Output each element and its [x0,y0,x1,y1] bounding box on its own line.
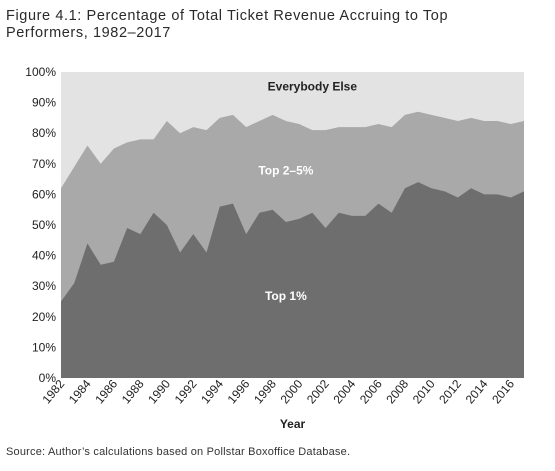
x-tick-label: 1988 [119,377,147,407]
y-tick-label: 20% [32,310,56,324]
band-label: Top 1% [265,289,307,303]
x-tick-label: 1986 [92,377,120,407]
y-tick-label: 100% [25,65,56,79]
band-label: Everybody Else [268,79,358,93]
x-tick-label: 2012 [436,377,464,407]
x-tick-label: 2002 [304,377,332,407]
area-top-1 [61,182,524,378]
x-axis-ticks: 1982198419861988199019921994199619982000… [39,377,517,407]
y-tick-label: 80% [32,126,56,140]
x-tick-label: 1992 [172,377,200,407]
x-tick-label: 2006 [357,377,385,407]
y-tick-label: 0% [39,371,57,385]
figure-title: Figure 4.1: Percentage of Total Ticket R… [6,8,449,41]
band-label: Top 2–5% [258,164,313,178]
x-tick-label: 2000 [278,377,306,407]
x-tick-label: 2004 [330,377,358,407]
x-tick-label: 1990 [145,377,173,407]
x-tick-label: 2008 [383,377,411,407]
band-labels: Everybody Else Top 2–5% Top 1% [258,79,357,303]
y-tick-label: 10% [32,340,56,354]
x-tick-label: 2016 [489,377,517,407]
y-axis-ticks: 0% 10% 20% 30% 40% 50% 60% 70% 80% 90% 100% [25,65,56,385]
y-tick-label: 70% [32,157,56,171]
x-tick-label: 2010 [410,377,438,407]
x-tick-label: 1994 [198,377,226,407]
y-tick-label: 30% [32,279,56,293]
source-note: Source: Author’s calculations based on P… [6,446,351,458]
x-tick-label: 1984 [66,377,94,407]
area-series-group [61,72,524,378]
x-tick-label: 2014 [463,377,491,407]
y-tick-label: 40% [32,249,56,263]
y-tick-label: 50% [32,218,56,232]
x-tick-label: 1998 [251,377,279,407]
x-tick-label: 1996 [225,377,253,407]
y-tick-label: 90% [32,96,56,110]
x-axis-title: Year [280,417,306,431]
y-tick-label: 60% [32,187,56,201]
